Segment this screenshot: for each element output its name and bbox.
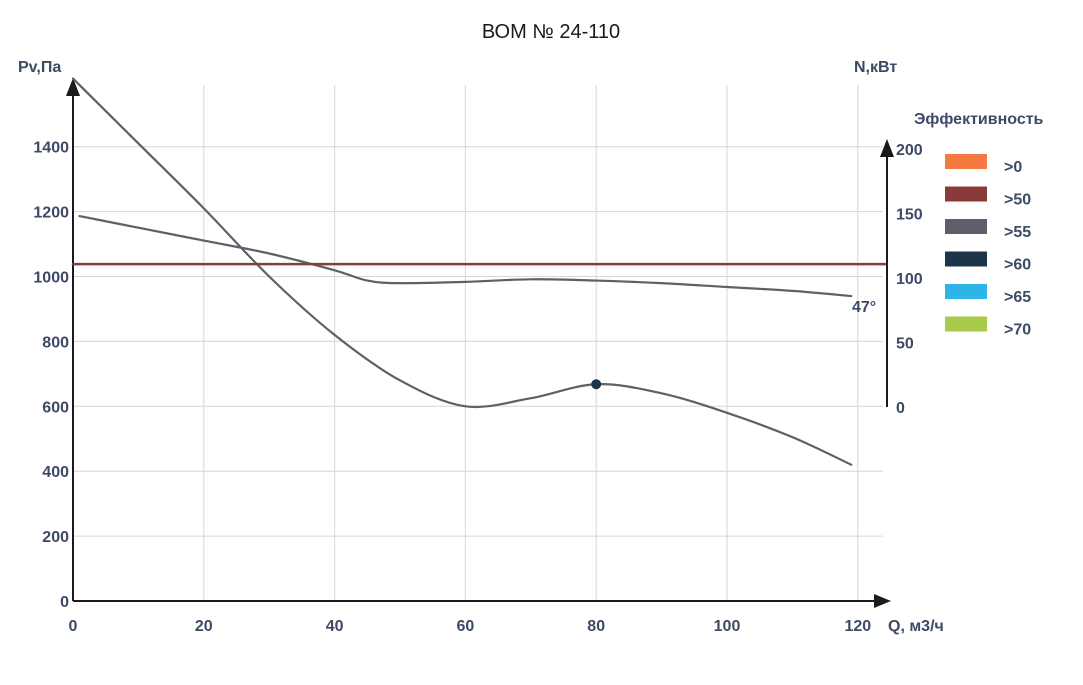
x-tick-label: 100 [714,618,741,635]
legend-swatch [945,251,987,267]
y-tick-label: 0 [60,594,69,611]
y-tick-label: 1400 [33,140,69,157]
y-tick-label: 1200 [33,205,69,222]
y2-tick-label: 0 [896,400,905,417]
x-tick-label: 60 [457,618,475,635]
y-tick-label: 400 [42,464,69,481]
legend-swatch [945,284,987,299]
legend-title: Эффективность [914,111,1044,128]
legend-label: >50 [1004,192,1031,209]
y-tick-label: 600 [42,399,69,416]
x-tick-label: 0 [69,618,78,635]
legend-label: >0 [1004,159,1022,176]
y-axis-label: Pv,Па [18,59,61,76]
legend-label: >70 [1004,322,1031,339]
grid [73,85,883,601]
x-axis-label: Q, м3/ч [888,618,944,635]
y2-tick-label: 200 [896,142,923,159]
series-line-N [78,214,853,298]
series-line-Pv [71,77,853,466]
legend-swatch [945,316,987,332]
legend-swatch [945,186,987,202]
axes [66,78,894,608]
y2-tick-label: 50 [896,336,914,353]
legend-label: >60 [1004,257,1031,274]
annotation-label: 47° [852,299,876,316]
x-axis-arrow [874,594,891,608]
legend: >0 >50 >55 >60 >65 >70 [945,154,1031,339]
chart-title: ВОМ № 24-110 [482,21,620,43]
x-tick-label: 20 [195,618,213,635]
y2-axis-label: N,кВт [854,59,897,76]
y-tick-label: 200 [42,529,69,546]
y-tick-label: 800 [42,334,69,351]
y2-axis-arrow [880,139,894,157]
y2-tick-label: 100 [896,271,923,288]
y-axis-arrow [66,78,80,96]
ticks: 0 20 40 60 80 100 1200200400600800100012001400… [33,140,922,635]
marker-point [591,379,602,390]
y2-tick-label: 150 [896,207,923,224]
x-tick-label: 120 [844,618,871,635]
x-tick-label: 80 [587,618,605,635]
series: 47° [71,77,887,466]
legend-label: >65 [1004,289,1031,306]
x-tick-label: 40 [326,618,344,635]
y-tick-label: 1000 [33,270,69,287]
legend-label: >55 [1004,224,1031,241]
legend-swatch [945,219,987,234]
legend-swatch [945,154,987,169]
